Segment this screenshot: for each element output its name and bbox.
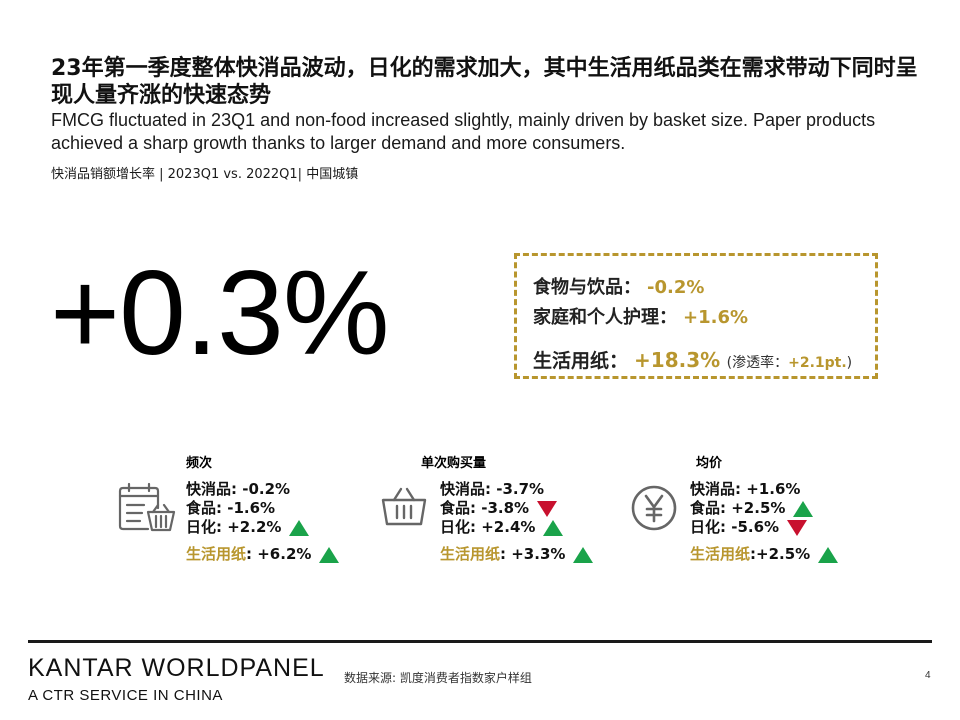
down-arrow-icon — [787, 519, 808, 536]
metric-line-paper: 生活用纸:+2.5% — [690, 543, 839, 564]
page-title: 23年第一季度整体快消品波动，日化的需求加大，其中生活用纸品类在需求带动下同时呈… — [51, 56, 918, 108]
brand-name: KANTAR WORLDPANEL — [28, 654, 325, 682]
metric-line-fmcg: 快消品: -0.2% — [186, 480, 291, 498]
penetration-note: (渗透率：+2.1pt.) — [722, 355, 853, 371]
hpc-value: +1.6% — [683, 307, 749, 328]
brand-tagline: A CTR SERVICE IN CHINA — [28, 687, 223, 704]
metric-line-food: 食品: +2.5% — [690, 497, 814, 518]
down-arrow-icon — [537, 500, 558, 517]
metric-line-hpc: 日化: -5.6% — [690, 516, 808, 537]
page-number: 4 — [925, 670, 931, 681]
metric-line-fmcg: 快消品: +1.6% — [690, 480, 801, 498]
up-arrow-icon — [543, 519, 564, 536]
up-arrow-icon — [289, 519, 310, 536]
paper-row: 生活用纸： +18.3% (渗透率：+2.1pt.) — [533, 346, 852, 373]
up-arrow-icon — [573, 546, 594, 563]
metric-line-food: 食品: -1.6% — [186, 499, 276, 517]
metric-header: 频次 — [186, 456, 213, 471]
up-arrow-icon — [818, 546, 839, 563]
metric-line-hpc: 日化: +2.4% — [440, 516, 564, 537]
footer-rule — [28, 640, 932, 643]
headline-growth-value: +0.3% — [50, 246, 390, 380]
data-source: 数据来源: 凯度消费者指数家户样组 — [344, 671, 532, 685]
up-arrow-icon — [319, 546, 340, 563]
category-highlight-box: 食物与饮品： -0.2% 家庭和个人护理： +1.6% 生活用纸： +18.3% (渗… — [514, 253, 878, 379]
chart-caption: 快消品销额增长率 | 2023Q1 vs. 2022Q1| 中国城镇 — [51, 167, 359, 182]
metric-line-hpc: 日化: +2.2% — [186, 516, 310, 537]
calendar-basket-icon — [118, 482, 176, 532]
basket-icon — [381, 487, 427, 526]
food-label: 食物与饮品： — [533, 277, 641, 298]
metric-header: 均价 — [696, 456, 723, 471]
metric-line-food: 食品: -3.8% — [440, 497, 558, 518]
metric-line-paper: 生活用纸: +6.2% — [186, 543, 340, 564]
up-arrow-icon — [793, 500, 814, 517]
brand-logo: KANTAR WORLDPANEL A CTR SERVICE IN CHINA — [28, 654, 325, 704]
paper-value: +18.3% — [634, 348, 721, 372]
hpc-row: 家庭和个人护理： +1.6% — [533, 303, 748, 329]
page-subtitle: FMCG fluctuated in 23Q1 and non-food inc… — [51, 110, 876, 153]
food-row: 食物与饮品： -0.2% — [533, 273, 704, 299]
metric-header: 单次购买量 — [421, 456, 487, 471]
yuan-coin-icon — [631, 485, 677, 531]
paper-label: 生活用纸： — [533, 350, 629, 372]
food-value: -0.2% — [647, 277, 705, 298]
metric-line-fmcg: 快消品: -3.7% — [440, 480, 545, 498]
metric-line-paper: 生活用纸: +3.3% — [440, 543, 594, 564]
hpc-label: 家庭和个人护理： — [533, 307, 677, 328]
